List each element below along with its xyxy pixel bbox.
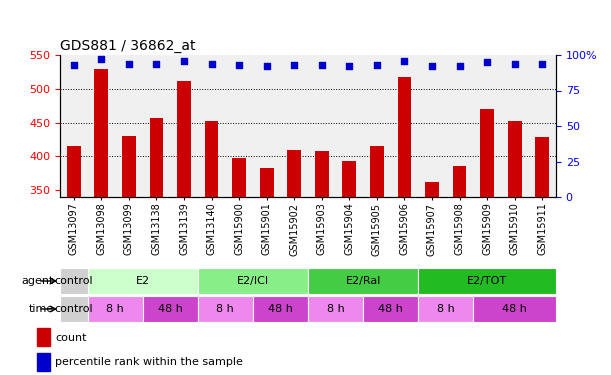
Bar [37, 328, 50, 346]
Bar [315, 151, 329, 197]
Text: count: count [55, 333, 87, 342]
Point [97, 56, 106, 62]
Text: agent: agent [21, 276, 54, 286]
Bar [198, 296, 253, 322]
Text: 8 h: 8 h [216, 304, 234, 314]
Bar [142, 296, 198, 322]
Bar [418, 296, 474, 322]
Bar [253, 296, 308, 322]
Point [482, 59, 492, 65]
Bar [198, 267, 308, 294]
Point [427, 63, 437, 69]
Point [317, 62, 327, 68]
Point [69, 62, 79, 68]
Bar [308, 296, 363, 322]
Bar [122, 136, 136, 197]
Point [262, 63, 271, 69]
Bar [150, 118, 163, 197]
Bar [425, 182, 439, 197]
Text: control: control [54, 304, 93, 314]
Bar [87, 267, 198, 294]
Bar [308, 267, 418, 294]
Text: 8 h: 8 h [106, 304, 124, 314]
Bar [508, 121, 522, 197]
Point [400, 58, 409, 64]
Point [510, 60, 519, 66]
Bar [535, 138, 549, 197]
Point [234, 62, 244, 68]
Text: 48 h: 48 h [378, 304, 403, 314]
Bar [398, 77, 411, 197]
Text: 48 h: 48 h [268, 304, 293, 314]
Point [372, 62, 382, 68]
Point [124, 60, 134, 66]
Text: 8 h: 8 h [437, 304, 455, 314]
Bar [480, 109, 494, 197]
Text: control: control [54, 276, 93, 286]
Text: percentile rank within the sample: percentile rank within the sample [55, 357, 243, 367]
Bar [67, 146, 81, 197]
Bar [370, 146, 384, 197]
Bar [418, 267, 556, 294]
Bar [95, 69, 108, 197]
Point [207, 60, 216, 66]
Bar [205, 121, 219, 197]
Text: time: time [29, 304, 54, 314]
Text: 8 h: 8 h [327, 304, 345, 314]
Bar [474, 296, 556, 322]
Text: GDS881 / 36862_at: GDS881 / 36862_at [60, 39, 196, 53]
Text: 48 h: 48 h [158, 304, 183, 314]
Bar [37, 352, 50, 371]
Bar [177, 81, 191, 197]
Point [290, 62, 299, 68]
Text: E2/TOT: E2/TOT [467, 276, 507, 286]
Bar [60, 296, 87, 322]
Point [455, 63, 464, 69]
Bar [232, 158, 246, 197]
Text: E2/ICI: E2/ICI [237, 276, 269, 286]
Bar [260, 168, 274, 197]
Bar [363, 296, 418, 322]
Text: E2: E2 [136, 276, 150, 286]
Text: 48 h: 48 h [502, 304, 527, 314]
Text: E2/Ral: E2/Ral [345, 276, 381, 286]
Bar [60, 267, 87, 294]
Point [537, 60, 547, 66]
Bar [342, 161, 356, 197]
Point [152, 60, 161, 66]
Bar [87, 296, 142, 322]
Point [179, 58, 189, 64]
Bar [453, 166, 466, 197]
Bar [287, 150, 301, 197]
Point [345, 63, 354, 69]
